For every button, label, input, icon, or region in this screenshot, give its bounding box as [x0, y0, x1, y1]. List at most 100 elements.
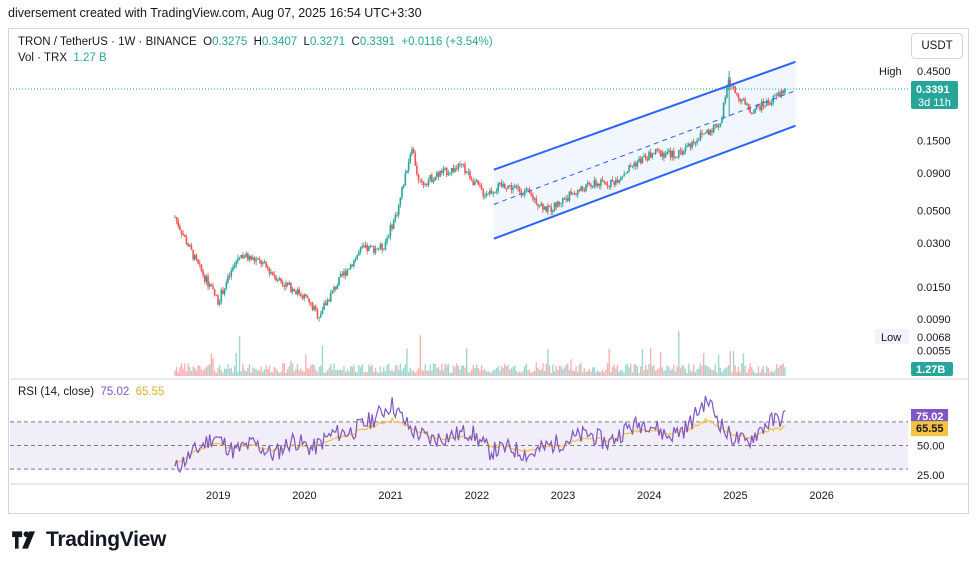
volume-bar [742, 353, 745, 376]
rsi-value-badge [911, 409, 948, 424]
candle-body [669, 150, 672, 158]
candle-body [368, 246, 370, 251]
volume-bar [199, 365, 201, 376]
candle-body [184, 235, 186, 237]
volume-bar [210, 353, 213, 376]
volume-bar [464, 367, 466, 376]
candle-body [344, 271, 347, 276]
volume-bar [613, 364, 615, 376]
volume-bars [174, 331, 786, 376]
rsi-label: RSI (14, close) [18, 386, 95, 398]
candle-body [653, 153, 655, 155]
volume-bar [528, 369, 531, 376]
volume-bar [603, 372, 605, 376]
candle-body [409, 154, 412, 163]
candle-body [616, 179, 619, 183]
tradingview-logo[interactable]: TradingView [10, 528, 166, 552]
volume-bar [334, 370, 337, 376]
candle-body [547, 205, 549, 212]
candle-body [316, 309, 319, 318]
price-tick-label: 0.0150 [917, 282, 951, 294]
volume-bar [522, 370, 524, 376]
volume-bar [717, 354, 720, 376]
volume-bar [373, 371, 375, 376]
volume-bar [572, 370, 574, 376]
volume-bar [447, 363, 450, 376]
candle-body [217, 295, 219, 305]
candle-body [495, 191, 498, 193]
rsi-axis-value: 75.02 [916, 411, 944, 423]
candle-body [404, 173, 407, 186]
volume-bar [714, 364, 717, 376]
candle-body [545, 206, 548, 212]
volume-bar [741, 363, 743, 376]
volume-bar [701, 366, 703, 376]
candle-body [306, 295, 309, 299]
volume-bar [504, 364, 506, 376]
volume-bar [557, 369, 559, 376]
volume-bar [262, 371, 264, 376]
low-value: 0.0068 [917, 332, 951, 344]
candle-body [621, 176, 624, 178]
candle-body [455, 168, 458, 170]
volume-bar [643, 369, 645, 376]
candle-body [586, 182, 589, 185]
candle-body [286, 282, 289, 285]
volume-bar [479, 370, 481, 376]
candle-body [757, 105, 760, 106]
volume-bar [174, 370, 176, 376]
candle-body [464, 163, 466, 174]
candle-body [377, 248, 380, 250]
candle-body [750, 112, 753, 114]
volume-bar [626, 363, 629, 376]
candle-body [512, 187, 514, 190]
volume-bar [356, 372, 358, 376]
volume-bar [696, 369, 698, 376]
rsi-tick-label: 50.00 [917, 441, 945, 453]
volume-bar [187, 363, 189, 376]
candle-body [532, 195, 534, 200]
volume-bar [228, 368, 231, 376]
low-label-bg [875, 329, 909, 344]
volume-bar [633, 364, 635, 376]
candle-body [213, 289, 216, 296]
candle-body [482, 189, 485, 197]
volume-bar [580, 363, 582, 376]
price-tick-label: 0.0300 [917, 238, 951, 250]
candle-body [293, 288, 296, 292]
volume-bar [338, 369, 340, 376]
currency-button[interactable]: USDT [911, 33, 963, 59]
volume-bar [722, 369, 725, 376]
volume-bar [586, 370, 589, 376]
price-chart[interactable]: 0.1500 0.0900 0.0500 0.0300 0.0150 0.0090 0.00… [0, 0, 980, 520]
candle-body [396, 214, 398, 216]
volume-bar [663, 370, 665, 376]
volume-bar [465, 348, 468, 376]
volume-bar [182, 368, 184, 376]
candle-body [765, 100, 768, 106]
candle-body [243, 257, 246, 259]
volume-bar [227, 363, 229, 376]
candle-body [537, 203, 539, 207]
candle-body [641, 156, 644, 164]
candle-body [291, 288, 294, 293]
candle-body [744, 98, 746, 105]
candle-body [527, 188, 529, 190]
volume-bar [480, 365, 483, 376]
candle-body [450, 167, 453, 173]
volume-bar [669, 370, 672, 376]
candle-body [557, 201, 559, 207]
candle-body [634, 163, 637, 167]
candle-body [697, 139, 700, 141]
volume-bar [668, 367, 670, 376]
candle-body [555, 202, 557, 207]
volume-bar [270, 372, 272, 376]
candle-body [427, 179, 430, 186]
candle-body [515, 186, 518, 188]
volume-bar [552, 364, 554, 376]
candle-body [658, 149, 660, 151]
countdown-value: 3d 11h [918, 97, 951, 109]
candle-body [470, 179, 473, 181]
candle-body [605, 182, 607, 185]
volume-bar [238, 336, 241, 376]
